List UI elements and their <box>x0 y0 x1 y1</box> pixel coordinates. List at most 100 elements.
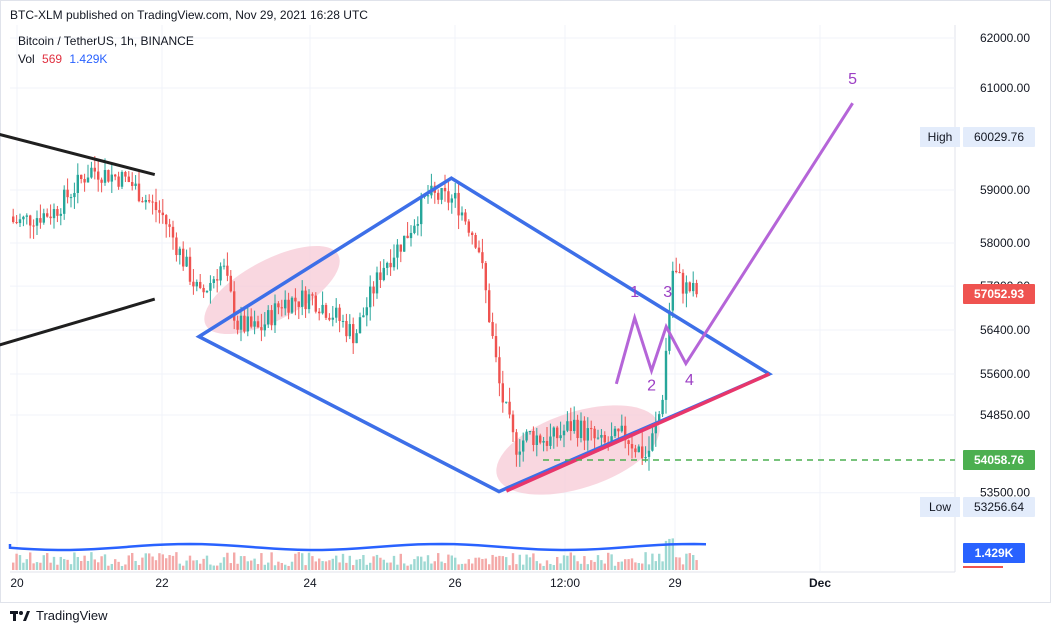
volume-bar <box>522 564 525 570</box>
candle-body <box>46 213 49 217</box>
volume-bar <box>161 554 164 570</box>
volume-bar <box>471 563 474 570</box>
candle-body <box>301 290 304 307</box>
candle-body <box>93 167 96 172</box>
candle-body <box>647 450 651 457</box>
candle-body <box>56 209 59 216</box>
volume-bar <box>457 564 460 570</box>
volume-bar <box>420 556 423 570</box>
candle-body <box>447 191 450 203</box>
volume-bar <box>199 563 202 570</box>
volume-bar <box>192 560 195 570</box>
candle-body <box>137 183 141 202</box>
volume-bar <box>569 552 572 570</box>
price-label-box-volume <box>963 543 1025 563</box>
volume-bar <box>610 554 613 570</box>
price-label-name-high: High <box>928 130 953 144</box>
volume-bar <box>559 563 562 570</box>
time-tick-0: 20 <box>10 576 24 590</box>
candle-body <box>613 428 617 437</box>
candle-body <box>695 282 698 295</box>
candle-body <box>192 281 195 287</box>
volume-bar <box>284 564 287 570</box>
candle-body <box>182 248 185 267</box>
candle-body <box>501 383 504 403</box>
volume-bar <box>494 556 498 570</box>
volume-bar <box>273 565 277 570</box>
candle-body <box>345 320 348 337</box>
tradingview-brand[interactable]: TradingView <box>10 608 108 623</box>
candle-body <box>314 295 317 312</box>
volume-bar <box>695 560 698 570</box>
candle-body <box>477 247 481 253</box>
wave-label-2: 2 <box>647 377 656 394</box>
candle-body <box>450 198 453 203</box>
volume-bar <box>600 560 603 570</box>
volume-bar <box>141 557 144 570</box>
ellipse-highlight-2 <box>496 405 660 495</box>
volume-bar <box>443 563 447 570</box>
price-label-box-support <box>963 450 1035 470</box>
volume-bar <box>450 555 453 570</box>
candle-body <box>460 212 464 216</box>
volume-bar <box>511 553 515 570</box>
price-label-name-box-low <box>920 497 960 517</box>
volume-bar <box>406 565 409 570</box>
volume-bar <box>304 565 307 570</box>
volume-bar <box>134 560 137 570</box>
candle-body <box>688 282 691 292</box>
candle-body <box>270 310 273 326</box>
volume-bar <box>515 564 518 570</box>
candle-body <box>528 430 532 432</box>
candle-body <box>114 174 117 177</box>
volume-bar <box>474 557 477 570</box>
volume-bar <box>375 554 379 570</box>
volume-bar <box>399 553 402 570</box>
candle-body <box>216 279 219 281</box>
candle-body <box>661 399 664 415</box>
symbol-line[interactable]: Bitcoin / TetherUS, 1h, BINANCE <box>18 34 194 48</box>
volume-bar <box>535 561 538 570</box>
volume-bar <box>168 555 171 570</box>
volume-bar <box>69 564 73 570</box>
candle-body <box>134 183 137 186</box>
candle-body <box>311 294 314 296</box>
volume-bar <box>175 552 178 570</box>
volume-bar <box>73 552 76 570</box>
volume-bar <box>647 564 651 570</box>
volume-bar <box>651 553 654 570</box>
candle-body <box>596 437 600 439</box>
candle-body <box>154 202 158 211</box>
candle-body <box>307 294 311 310</box>
volume-legend-value-2: 1.429K <box>69 52 108 66</box>
volume-bar <box>423 561 426 570</box>
candle-body <box>18 219 22 224</box>
volume-bar <box>590 560 593 570</box>
wave-label-3: 3 <box>663 284 672 301</box>
lower-wedge-line <box>0 297 156 347</box>
candle-body <box>396 244 399 258</box>
volume-bar <box>280 562 283 570</box>
candle-body <box>52 209 56 219</box>
candle-body <box>226 265 229 276</box>
volume-bar <box>403 563 406 570</box>
candle-body <box>236 320 239 330</box>
brand-label: TradingView <box>36 608 108 623</box>
candle-body <box>25 215 28 217</box>
candle-body <box>32 225 35 227</box>
volume-bar <box>413 559 416 570</box>
volume-bar <box>335 555 338 570</box>
volume-bar <box>528 557 532 570</box>
volume-bar <box>545 560 549 570</box>
candle-body <box>518 451 521 455</box>
volume-bar <box>624 559 627 570</box>
price-tick-0: 62000.00 <box>980 31 1030 45</box>
candle-body <box>600 434 603 438</box>
volume-bar <box>22 562 25 570</box>
candle-body <box>273 303 277 326</box>
volume-bar <box>525 554 528 570</box>
candle-body <box>494 336 498 358</box>
volume-bar <box>90 552 93 570</box>
volume-bar <box>576 561 579 570</box>
volume-bar <box>76 557 79 570</box>
